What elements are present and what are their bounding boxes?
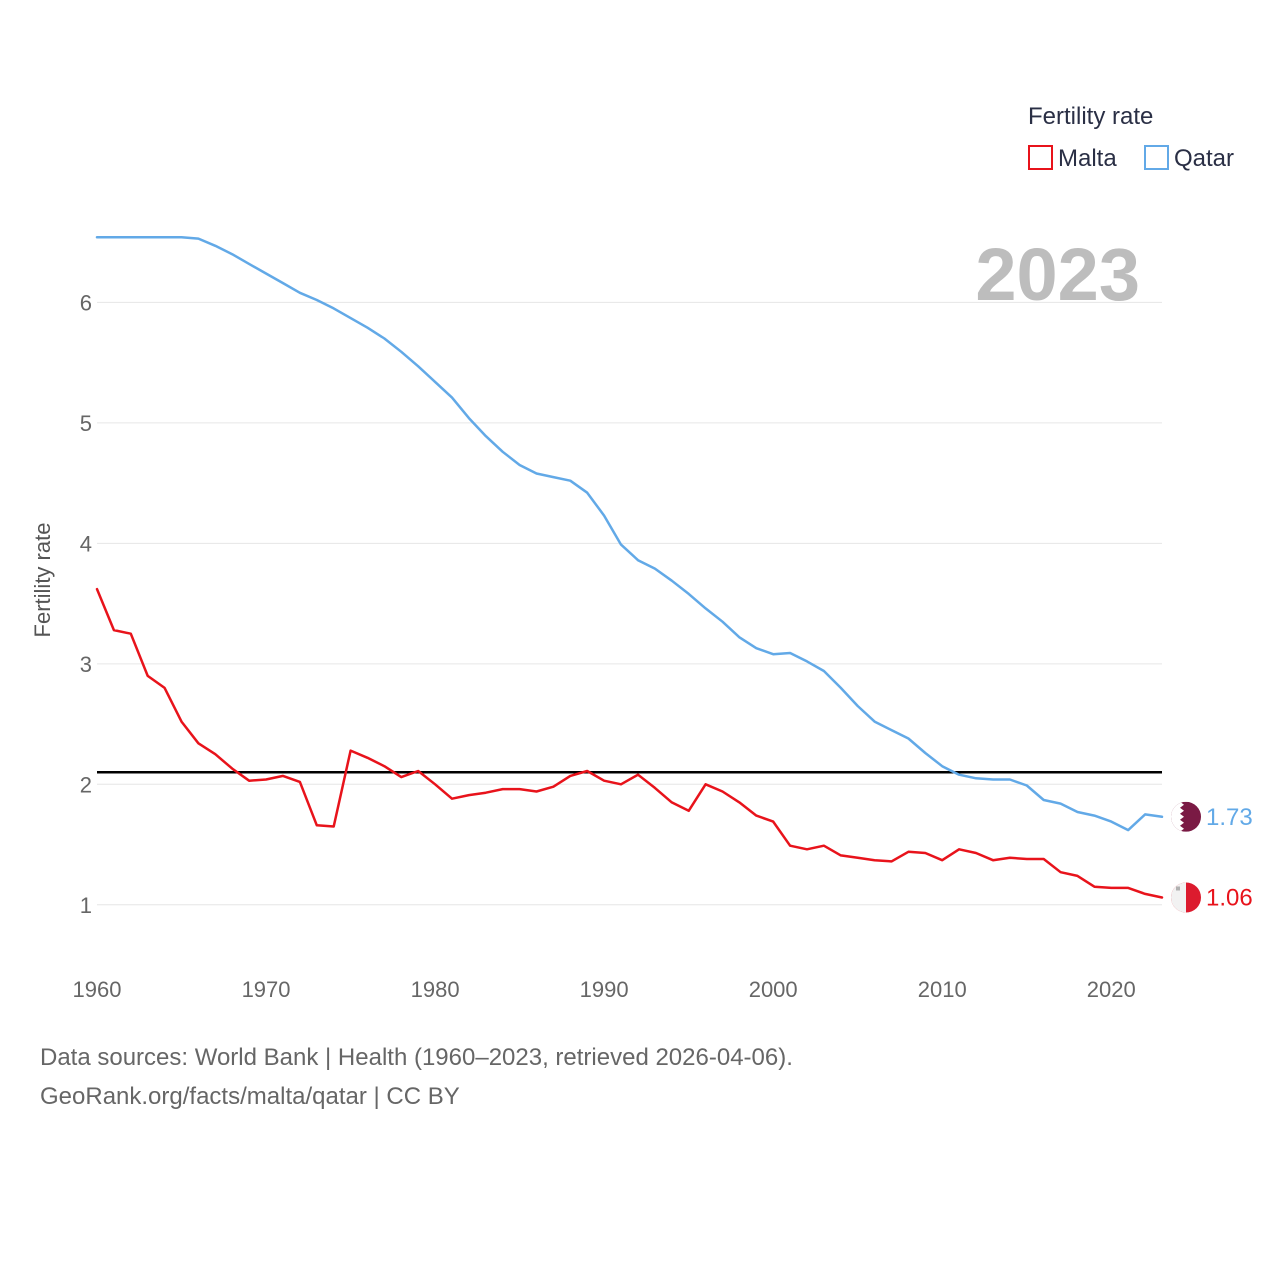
y-tick-label-6: 6 bbox=[80, 290, 92, 315]
x-tick-label-1960: 1960 bbox=[73, 977, 122, 1002]
y-tick-label-3: 3 bbox=[80, 652, 92, 677]
malta-end-marker: 1.06 bbox=[1171, 882, 1253, 913]
y-axis-ticks: 1 2 3 4 5 6 bbox=[80, 290, 92, 917]
series-line-malta[interactable] bbox=[95, 587, 1164, 899]
legend[interactable]: Fertility rate Malta Qatar bbox=[1028, 103, 1234, 172]
legend-label-qatar[interactable]: Qatar bbox=[1174, 145, 1234, 172]
series-line-qatar[interactable] bbox=[95, 236, 1164, 832]
y-tick-label-4: 4 bbox=[80, 531, 92, 556]
y-tick-label-5: 5 bbox=[80, 411, 92, 436]
qatar-end-marker: 1.73 bbox=[1171, 801, 1253, 832]
data-source-note: Data sources: World Bank | Health (1960–… bbox=[40, 1044, 793, 1071]
malta-flag-icon bbox=[1171, 882, 1201, 913]
x-axis-ticks: 1960 1970 1980 1990 2000 2010 2020 bbox=[73, 977, 1136, 1002]
series-lines bbox=[95, 236, 1164, 899]
legend-title: Fertility rate bbox=[1028, 103, 1153, 130]
legend-label-malta[interactable]: Malta bbox=[1058, 145, 1117, 172]
x-tick-label-1990: 1990 bbox=[580, 977, 629, 1002]
malta-end-value: 1.06 bbox=[1206, 885, 1253, 912]
y-axis-title: Fertility rate bbox=[30, 523, 55, 638]
x-tick-label-2000: 2000 bbox=[749, 977, 798, 1002]
x-tick-label-1970: 1970 bbox=[242, 977, 291, 1002]
x-tick-label-1980: 1980 bbox=[411, 977, 460, 1002]
attribution-link[interactable]: GeoRank.org/facts/malta/qatar | CC BY bbox=[40, 1083, 460, 1110]
x-tick-label-2010: 2010 bbox=[918, 977, 967, 1002]
qatar-end-value: 1.73 bbox=[1206, 804, 1253, 831]
legend-swatch-malta[interactable] bbox=[1028, 145, 1053, 170]
qatar-flag-icon bbox=[1171, 801, 1201, 832]
y-tick-label-1: 1 bbox=[80, 893, 92, 918]
legend-swatch-qatar[interactable] bbox=[1144, 145, 1169, 170]
gridlines bbox=[97, 301, 1162, 906]
x-tick-label-2020: 2020 bbox=[1087, 977, 1136, 1002]
y-tick-label-2: 2 bbox=[80, 772, 92, 797]
current-year-label: 2023 bbox=[975, 233, 1140, 316]
